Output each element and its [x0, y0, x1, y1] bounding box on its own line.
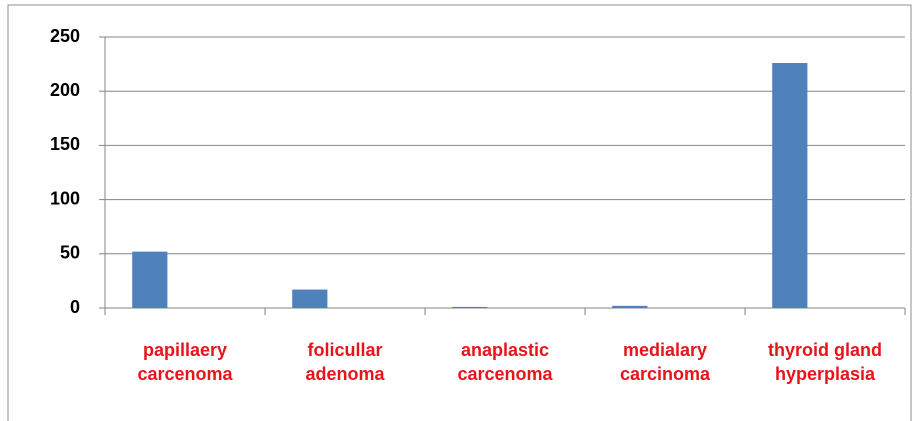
x-tick-label: thyroid gland hyperplasia — [768, 340, 882, 384]
bar — [612, 305, 648, 308]
y-tick-label: 200 — [50, 80, 80, 100]
bar — [132, 251, 168, 308]
bar — [452, 306, 488, 308]
y-tick-label: 50 — [60, 243, 80, 263]
x-tick-label: medialary carcinoma — [619, 340, 711, 384]
y-tick-label: 150 — [50, 134, 80, 154]
y-tick-label: 100 — [50, 188, 80, 208]
bar — [292, 289, 328, 308]
y-tick-label: 250 — [50, 26, 80, 46]
bar — [772, 63, 808, 309]
y-tick-label: 0 — [70, 297, 80, 317]
x-tick-label: papillaery carcenoma — [137, 340, 233, 384]
x-tick-label: folicullar adenoma — [305, 340, 385, 384]
chart-border — [7, 4, 912, 421]
x-tick-label: anaplastic carcenoma — [457, 340, 553, 384]
